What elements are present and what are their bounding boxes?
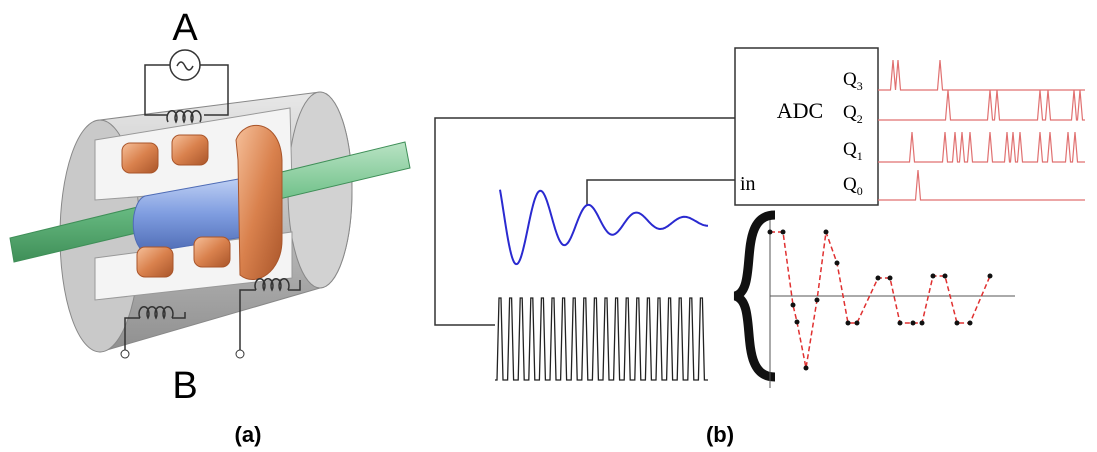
output-label: Q3 xyxy=(843,69,863,93)
terminal xyxy=(120,349,130,359)
output-index: 0 xyxy=(857,184,863,198)
output-index: 3 xyxy=(857,79,863,93)
sample-dot xyxy=(803,365,809,371)
digital-trace xyxy=(878,169,1085,201)
output-index: 2 xyxy=(857,112,863,126)
output-letter: Q xyxy=(843,174,857,195)
sample-dot xyxy=(930,273,936,279)
sample-dot xyxy=(794,319,800,325)
sample-dot xyxy=(910,320,916,326)
sample-dot xyxy=(919,320,925,326)
brace xyxy=(732,210,776,382)
sample-dot xyxy=(814,297,820,303)
detector-label: B xyxy=(172,365,197,407)
coil-block xyxy=(171,134,209,166)
digital-trace xyxy=(878,131,1085,163)
analog-signal xyxy=(499,189,708,266)
coil-block xyxy=(136,246,174,278)
terminal xyxy=(235,349,245,359)
adc-label: ADC xyxy=(777,98,823,123)
output-label: Q2 xyxy=(843,102,863,126)
wire xyxy=(434,117,735,326)
sample-dot xyxy=(790,302,796,308)
ring-coil xyxy=(235,125,283,280)
input-label: in xyxy=(740,173,756,195)
wire xyxy=(124,280,301,350)
coil xyxy=(254,278,290,292)
caption: (a) xyxy=(235,422,262,447)
sample-dot xyxy=(954,320,960,326)
sample-dot xyxy=(834,260,840,266)
source-label: A xyxy=(172,7,198,49)
coil xyxy=(138,306,174,320)
wire xyxy=(144,64,229,116)
sample-dot xyxy=(887,275,893,281)
panel-a xyxy=(9,49,411,359)
sample-dot xyxy=(845,320,851,326)
sample-dot xyxy=(987,273,993,279)
coil xyxy=(166,110,202,124)
sample-dot xyxy=(854,320,860,326)
output-label: Q0 xyxy=(843,174,863,198)
sample-dot xyxy=(823,229,829,235)
clock-signal xyxy=(495,297,708,381)
output-label: Q1 xyxy=(843,139,863,163)
output-index: 1 xyxy=(857,149,863,163)
output-letter: Q xyxy=(843,139,857,160)
caption: (b) xyxy=(706,422,734,447)
sample-dot xyxy=(897,320,903,326)
adc-box xyxy=(734,47,879,206)
sample-dot xyxy=(967,320,973,326)
sample-dot xyxy=(780,229,786,235)
digital-trace xyxy=(878,59,1085,91)
coil-block xyxy=(121,142,159,174)
sampled-trace xyxy=(770,231,991,369)
coil-block xyxy=(193,236,231,268)
sample-dot xyxy=(942,273,948,279)
output-letter: Q xyxy=(843,102,857,123)
source-symbol xyxy=(176,61,194,71)
sample-dot xyxy=(875,275,881,281)
digital-trace xyxy=(878,89,1085,121)
sample-dot xyxy=(767,229,773,235)
output-letter: Q xyxy=(843,69,857,90)
